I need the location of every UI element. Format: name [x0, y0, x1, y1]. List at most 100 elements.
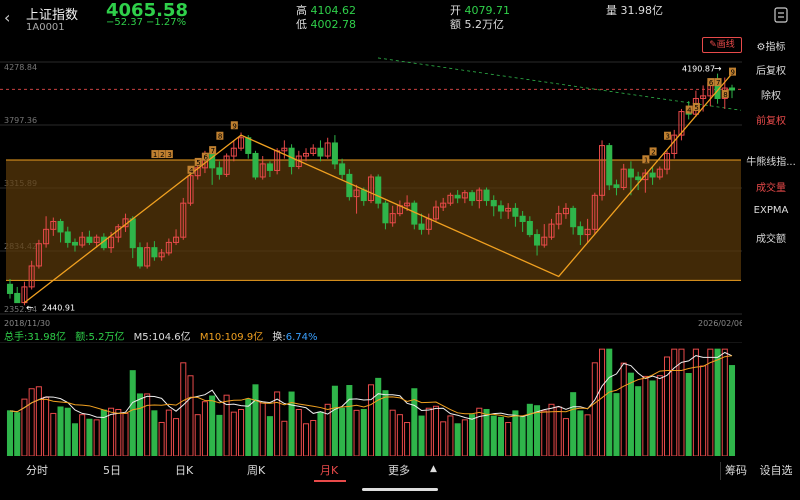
candle-body	[469, 192, 476, 202]
add-watchlist-button[interactable]: 设自选	[759, 464, 793, 477]
candle-body	[591, 194, 598, 230]
candle-body	[728, 87, 736, 91]
ma5-indicator: M5:104.6亿	[133, 332, 191, 343]
wave-label-text: 2	[651, 148, 655, 156]
x-end-label: 2026/02/06	[698, 319, 742, 328]
expma-button[interactable]: EXPMA	[753, 205, 789, 216]
volume-bar	[570, 392, 577, 456]
volume-bar	[367, 384, 375, 456]
candle-body	[317, 147, 324, 157]
volume-bar	[541, 410, 548, 456]
volume-bar	[411, 388, 418, 456]
indicator-button[interactable]: ⚙指标	[756, 42, 786, 53]
wave-label-a: 4	[187, 165, 195, 175]
turnover-value: 6.74%	[285, 332, 318, 343]
wave-label-bg	[209, 146, 217, 155]
back-icon[interactable]: ‹	[4, 8, 11, 27]
volume-indicator-row: 总手:31.98亿 额:5.2万亿 M5:104.6亿 M10:109.9亿 换…	[4, 328, 324, 343]
wave-label-bg	[187, 165, 195, 174]
wave-label-a: 2	[158, 150, 166, 159]
back-adjust-button[interactable]: 后复权	[756, 66, 786, 77]
volume-bar	[700, 365, 707, 456]
volume-bar	[93, 419, 100, 456]
volume-bar	[230, 411, 237, 456]
candlestick-chart[interactable]: 4278.843797.363315.892834.422352.9412345…	[0, 52, 742, 330]
wave-label-b: 1	[642, 155, 650, 164]
volume-bar	[281, 420, 288, 456]
volume-bar	[418, 415, 425, 456]
wave-label-text: 8	[218, 133, 222, 141]
open-stat: 开 4079.71	[450, 2, 510, 18]
right-sidebar: ⚙指标 后复权 除权 前复权 牛熊线指... 成交量 EXPMA 成交额	[742, 30, 800, 250]
candle-body	[534, 234, 541, 246]
turnover-button[interactable]: 成交额	[756, 234, 786, 245]
no-adjust-button[interactable]: 除权	[761, 91, 781, 102]
bull-bear-button[interactable]: 牛熊线指...	[746, 157, 796, 168]
volume-indicator-button[interactable]: 成交量	[756, 183, 786, 194]
candle-body	[43, 228, 50, 245]
volume-bar	[627, 372, 634, 456]
wave-label-bg	[664, 131, 672, 140]
candle-body	[173, 236, 180, 243]
volume-bar	[707, 348, 714, 456]
wave-label-bg	[721, 89, 729, 98]
candle-body	[353, 189, 360, 198]
trend-dashed-line	[377, 57, 742, 111]
candle-body	[360, 189, 367, 202]
volume-bar	[317, 411, 324, 456]
volume-bar	[714, 348, 721, 456]
wave-label-a: 3	[165, 150, 173, 159]
tab-daily[interactable]: 日K	[175, 464, 194, 477]
volume-bar	[440, 421, 447, 456]
wave-label-a: 8	[216, 131, 224, 141]
candle-body	[555, 213, 562, 225]
wave-label-bg	[729, 67, 736, 76]
candle-body	[700, 95, 707, 99]
ma10-line	[9, 355, 733, 418]
tab-intraday[interactable]: 分时	[26, 464, 48, 477]
volume-bar	[346, 385, 353, 456]
wave-label-text: 6	[203, 154, 208, 162]
volume-bar	[216, 414, 223, 456]
volume-value: 31.98亿	[620, 4, 664, 17]
tab-monthly[interactable]: 月K	[320, 464, 339, 477]
candle-body	[93, 236, 100, 243]
y-tick-label: 4278.84	[4, 63, 37, 72]
volume-bar	[238, 408, 245, 456]
volume-bar	[591, 362, 598, 456]
wave-label-text: 4	[189, 167, 194, 175]
tab-weekly[interactable]: 周K	[247, 464, 266, 477]
more-arrow-icon[interactable]: ▲	[430, 464, 437, 474]
draw-line-label: 画线	[716, 40, 735, 50]
volume-chart[interactable]	[0, 342, 742, 456]
wave-label-text: 9	[731, 69, 735, 77]
candle-body	[562, 207, 569, 215]
period-tabs: 分时 5日 日K 周K 月K 更多 ▲ 筹码 设自选	[0, 462, 800, 486]
candle-body	[505, 207, 512, 212]
candle-body	[86, 236, 93, 243]
volume-bar	[339, 407, 346, 456]
draw-line-button[interactable]: ✎画线	[702, 37, 742, 53]
high-stat: 高 4104.62	[296, 2, 356, 18]
tab-5day[interactable]: 5日	[103, 464, 121, 477]
candle-body	[389, 213, 396, 224]
volume-bar	[151, 410, 158, 456]
candle-body	[71, 241, 79, 246]
chips-button[interactable]: 筹码	[720, 462, 751, 480]
wave-label-b: 5	[692, 102, 700, 112]
fwd-adjust-button[interactable]: 前复权	[756, 116, 786, 127]
volume-bar	[534, 405, 541, 456]
volume-bar	[64, 407, 71, 456]
candle-body	[187, 175, 194, 204]
wave-label-a: 9	[230, 121, 238, 130]
candle-body	[642, 172, 649, 181]
volume-bar	[165, 409, 172, 456]
wave-label-bg	[151, 150, 159, 159]
volume-bar	[396, 414, 403, 456]
tab-more[interactable]: 更多	[388, 464, 410, 477]
volume-bar	[266, 416, 273, 456]
menu-icon[interactable]	[774, 7, 788, 23]
candle-body	[35, 243, 42, 267]
volume-bar	[194, 414, 201, 456]
volume-bar	[28, 388, 35, 456]
